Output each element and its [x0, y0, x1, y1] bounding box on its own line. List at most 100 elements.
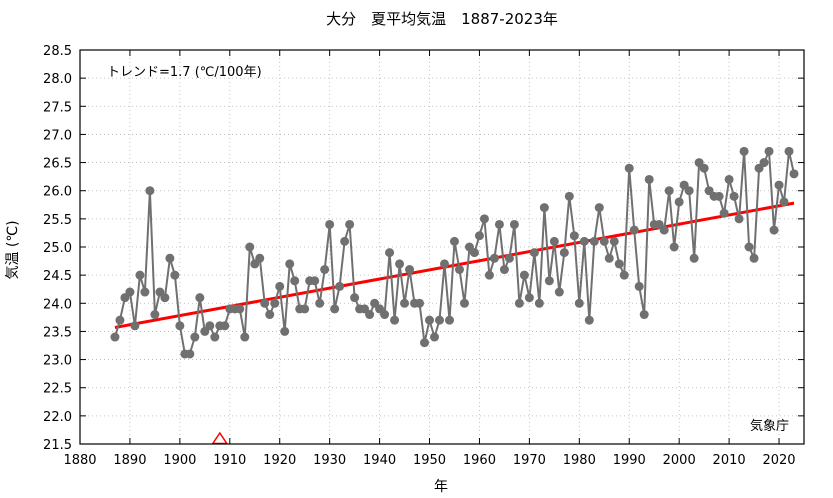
- data-point: [719, 208, 729, 218]
- data-point: [614, 259, 624, 269]
- data-point: [425, 315, 435, 325]
- data-point: [634, 281, 644, 291]
- y-tick-label: 24.0: [43, 297, 72, 312]
- y-tick-label: 23.0: [43, 354, 72, 369]
- data-point: [140, 287, 150, 297]
- y-tick-label: 28.0: [43, 72, 72, 87]
- x-tick-label: 2000: [663, 453, 696, 468]
- data-point: [255, 253, 265, 263]
- data-point: [789, 169, 799, 179]
- data-point: [644, 174, 654, 184]
- data-point: [400, 298, 410, 308]
- data-point: [689, 253, 699, 263]
- data-point: [759, 158, 769, 168]
- data-point: [549, 236, 559, 246]
- data-point: [534, 298, 544, 308]
- x-tick-label: 1920: [263, 453, 296, 468]
- y-tick-label: 21.5: [43, 438, 72, 453]
- data-point: [235, 304, 245, 314]
- data-point: [734, 214, 744, 224]
- x-tick-label: 1890: [113, 453, 146, 468]
- data-point: [514, 298, 524, 308]
- data-point: [420, 338, 430, 348]
- data-point: [744, 242, 754, 252]
- data-point: [474, 231, 484, 241]
- y-axis-label: 気温 (℃): [5, 220, 21, 279]
- data-point: [519, 270, 529, 280]
- chart-title: 大分 夏平均気温 1887-2023年: [326, 10, 558, 28]
- data-point: [430, 332, 440, 342]
- data-point: [170, 270, 180, 280]
- data-point: [210, 332, 220, 342]
- data-point: [195, 293, 205, 303]
- y-tick-label: 26.5: [43, 157, 72, 172]
- data-point: [185, 349, 195, 359]
- plot-frame: [79, 49, 805, 445]
- data-point: [275, 281, 285, 291]
- data-point: [589, 236, 599, 246]
- data-point: [265, 310, 275, 320]
- data-point: [584, 315, 594, 325]
- x-tick-label: 1930: [313, 453, 346, 468]
- data-point: [774, 180, 784, 190]
- data-point: [739, 146, 749, 156]
- data-point: [469, 248, 479, 258]
- x-axis-label: 年: [434, 479, 448, 495]
- x-tick-label: 1880: [63, 453, 96, 468]
- data-point: [554, 287, 564, 297]
- data-point: [150, 310, 160, 320]
- y-tick-label: 25.0: [43, 241, 72, 256]
- data-point: [385, 248, 395, 258]
- x-tick-label: 2020: [762, 453, 795, 468]
- data-point: [624, 163, 634, 173]
- data-point: [135, 270, 145, 280]
- series-group: [110, 146, 799, 359]
- x-tick-label: 1970: [513, 453, 546, 468]
- data-point: [110, 332, 120, 342]
- data-point: [599, 236, 609, 246]
- data-point: [484, 270, 494, 280]
- data-point: [539, 203, 549, 213]
- data-point: [270, 298, 280, 308]
- data-point: [569, 231, 579, 241]
- x-tick-label: 1950: [413, 453, 446, 468]
- data-point: [454, 265, 464, 275]
- data-point: [564, 191, 574, 201]
- data-point: [664, 186, 674, 196]
- data-point: [489, 253, 499, 263]
- data-point: [684, 186, 694, 196]
- data-point: [240, 332, 250, 342]
- data-point: [330, 304, 340, 314]
- data-point: [405, 265, 415, 275]
- data-point: [325, 219, 335, 229]
- y-tick-label: 27.0: [43, 128, 72, 143]
- data-point: [459, 298, 469, 308]
- data-point: [629, 225, 639, 235]
- data-point: [350, 293, 360, 303]
- data-point: [729, 191, 739, 201]
- trend-annotation: トレンド=1.7 (℃/100年): [107, 65, 262, 80]
- data-point: [724, 174, 734, 184]
- data-point: [449, 236, 459, 246]
- data-point: [130, 321, 140, 331]
- source-label: 気象庁: [750, 418, 789, 434]
- data-point: [290, 276, 300, 286]
- data-point: [529, 248, 539, 258]
- y-tick-label: 27.5: [43, 100, 72, 115]
- data-point: [699, 163, 709, 173]
- y-tick-label: 26.0: [43, 185, 72, 200]
- station-relocation-marker-icon: [211, 431, 229, 445]
- x-tick-label: 2010: [713, 453, 746, 468]
- data-point: [784, 146, 794, 156]
- data-point: [669, 242, 679, 252]
- data-point: [439, 259, 449, 269]
- data-point: [335, 281, 345, 291]
- data-point: [619, 270, 629, 280]
- x-tick-label: 1910: [213, 453, 246, 468]
- data-point: [524, 293, 534, 303]
- y-tick-label: 28.5: [43, 44, 72, 59]
- data-point: [320, 265, 330, 275]
- data-point: [764, 146, 774, 156]
- data-point: [245, 242, 255, 252]
- data-point: [365, 310, 375, 320]
